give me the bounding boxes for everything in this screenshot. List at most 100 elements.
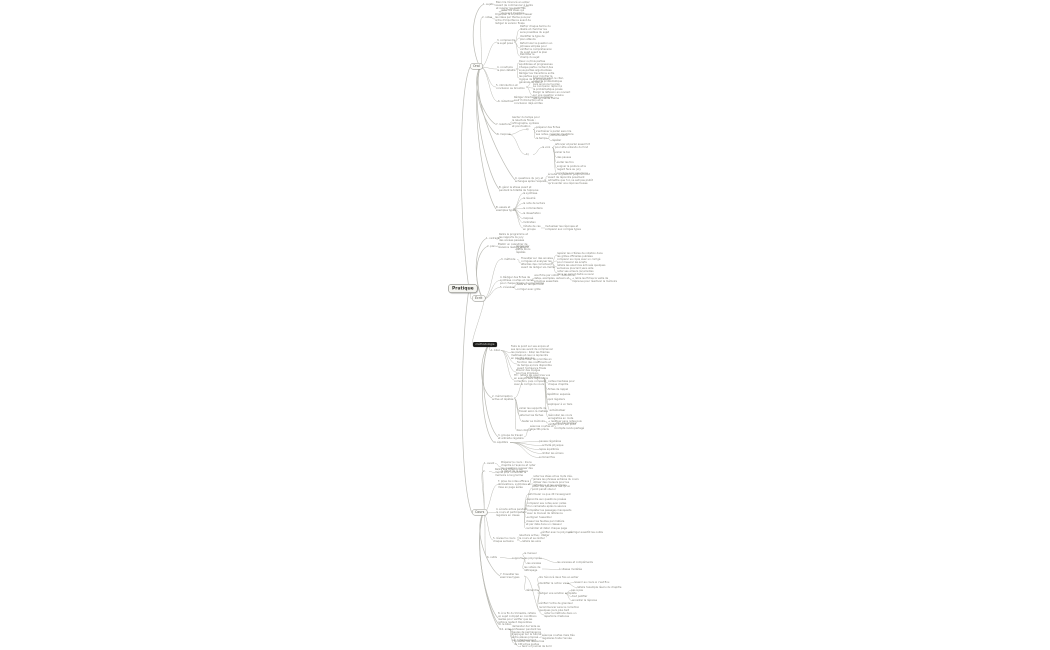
mindmap-node[interactable]: 5. s'évaluer bbox=[500, 286, 515, 289]
mindmap-node[interactable]: revenir au cours si c'est flou bbox=[574, 581, 610, 584]
mindmap-node[interactable]: 7. relecture bbox=[496, 123, 511, 126]
mindmap-node[interactable]: 1. bilan bbox=[491, 349, 501, 352]
mindmap-node[interactable]: Rédiger directement au propre sauf l'int… bbox=[514, 96, 553, 105]
mindmap-node[interactable]: poser des questions dès qu'un point para… bbox=[532, 485, 571, 491]
mindmap-node[interactable]: refaire les exercices échoués quelques s… bbox=[557, 264, 606, 270]
mindmap-node[interactable]: relecture active : cacher le cours et se… bbox=[519, 534, 550, 540]
mindmap-node[interactable]: limiter les écrans bbox=[542, 452, 564, 455]
mindmap-node[interactable]: expliquer à un tiers bbox=[548, 403, 573, 406]
mindmap-node[interactable]: T. prise de notes efficace : abréviation… bbox=[498, 480, 531, 489]
mindmap-node[interactable]: démarche bbox=[526, 589, 539, 592]
mindmap-node[interactable]: 7. travailler les exercices types bbox=[500, 573, 520, 579]
mindmap-node[interactable]: le temps bbox=[536, 137, 547, 140]
mindmap-node[interactable]: tout justifier bbox=[572, 595, 588, 598]
mindmap-node[interactable]: Élargir la réflexion en ouvrant sur une … bbox=[533, 91, 571, 100]
mindmap-node[interactable]: répondre aux questions posées bbox=[527, 498, 567, 501]
mindmap-node[interactable]: mutualiser les réponses et comparer aux … bbox=[545, 225, 581, 231]
mindmap-node[interactable]: 5. réviser le cours chaque semaine bbox=[493, 537, 516, 543]
mindmap-node[interactable]: 4. équilibre bbox=[494, 441, 509, 444]
mindmap-node[interactable]: noter ses erreurs récurrentes dans un ca… bbox=[557, 270, 594, 276]
mindmap-node[interactable]: Rédiger les transitions entre les partie… bbox=[519, 72, 555, 84]
mindmap-node[interactable]: varier le ton bbox=[555, 151, 571, 154]
mindmap-node[interactable]: 8. l'exposé bbox=[497, 133, 511, 136]
mindmap-node[interactable]: éviter les tics bbox=[557, 161, 574, 164]
mindmap-node[interactable]: répéter bbox=[552, 139, 562, 142]
mindmap-node[interactable]: → tenir un journal de bord bbox=[519, 645, 552, 648]
mindmap-node[interactable]: Faire le point sur ses acquis et ses lac… bbox=[511, 345, 554, 360]
mindmap-node[interactable]: utiliser des couleurs pour les définitio… bbox=[533, 481, 570, 487]
mindmap-node[interactable]: Délimiter le champ du sujet bbox=[520, 53, 540, 59]
mindmap-node[interactable]: 3. comprendre le sujet posé bbox=[497, 39, 516, 45]
mindmap-node[interactable]: varier les supports de travail selon la … bbox=[519, 407, 548, 413]
mindmap-node[interactable]: TD : refaire les exercices vus en séance… bbox=[514, 374, 550, 386]
mindmap-node[interactable]: noter les idées et les mots clés, jamais… bbox=[533, 475, 579, 481]
mindmap-node[interactable]: Identifier le type de plan attendu bbox=[520, 35, 545, 41]
mindmap-node[interactable]: réécouter les cours enregistrés en route bbox=[548, 414, 574, 420]
mindmap-node[interactable]: comparer ses notes avec celles d'un cama… bbox=[527, 502, 567, 508]
mindmap-node[interactable]: techniques bbox=[526, 376, 540, 379]
mindmap-node[interactable]: noter les idées qui viennent d'emblée bbox=[501, 9, 525, 15]
mindmap-node[interactable]: l'entretien bbox=[523, 221, 536, 224]
mindmap-node[interactable]: corriger aussitôt les oublis bbox=[570, 531, 603, 534]
mindmap-node[interactable]: la voix bbox=[542, 146, 551, 149]
mindmap-node[interactable]: noter la méthode dans un répertoire d'as… bbox=[544, 612, 577, 618]
mindmap-node[interactable]: Relire le programme et les rapports du j… bbox=[499, 233, 528, 242]
mindmap-node[interactable]: 9. questions du jury et échanges après l… bbox=[515, 177, 546, 183]
branch-node[interactable]: Écrit bbox=[472, 295, 486, 302]
mindmap-node[interactable]: refaire les exos bbox=[522, 540, 541, 543]
mindmap-node[interactable]: schématiser bbox=[550, 409, 566, 412]
mindmap-node[interactable]: recommencer sans la correction quelques … bbox=[539, 606, 580, 612]
mindmap-node[interactable]: pas à pas bbox=[571, 589, 583, 592]
mindmap-node[interactable]: conclure avec assurance bbox=[557, 172, 588, 175]
mindmap-node[interactable]: compléter les passages manquants avec le… bbox=[527, 509, 572, 515]
mindmap-node[interactable]: Garder du temps pour la relecture finale… bbox=[512, 116, 540, 128]
mindmap-node[interactable]: Amener le sujet, le citer, poser la prob… bbox=[533, 77, 564, 86]
mindmap-node[interactable]: les annexes et compléments bbox=[557, 561, 593, 564]
mindmap-node[interactable]: écouter la question jusqu'au bout avant … bbox=[548, 173, 591, 179]
branch-node[interactable]: Oral bbox=[470, 63, 483, 70]
mindmap-node[interactable]: fiches de rappel bbox=[548, 388, 569, 391]
mindmap-node[interactable]: → restituer sans notes puis vérifier poi… bbox=[548, 420, 582, 426]
mindmap-node[interactable]: compte rendu partagé bbox=[556, 427, 585, 430]
mindmap-node[interactable]: Hiérarchiser les priorités en fonction d… bbox=[517, 358, 552, 370]
mindmap-node[interactable]: vérifier l'ordre de grandeur bbox=[539, 602, 573, 605]
selected-node[interactable]: méthodologie bbox=[473, 342, 497, 347]
mindmap-node[interactable]: s'appuyer sur le tutorat entre élèves pr… bbox=[512, 633, 542, 642]
mindmap-node[interactable]: comparer sa copie avec un corrigé pour m… bbox=[557, 258, 601, 264]
mindmap-node[interactable]: séances courtes mais très régulières tou… bbox=[542, 634, 575, 640]
mindmap-node[interactable]: la synthèse bbox=[523, 192, 538, 195]
mindmap-node[interactable]: 3. méthode bbox=[501, 258, 516, 261]
mindmap-node[interactable]: à vitesse modérée bbox=[559, 568, 583, 571]
mindmap-node[interactable]: les vidéos de rattrapage bbox=[524, 566, 541, 572]
mindmap-node[interactable]: sommeil fixe bbox=[539, 456, 555, 459]
mindmap-node[interactable]: 8. À la fin du trimestre, refaire un suj… bbox=[498, 612, 537, 624]
mindmap-node[interactable]: cartes mentales pour chaque chapitre bbox=[548, 380, 575, 386]
mindmap-node[interactable]: repérer les critères de notation dans le… bbox=[557, 252, 603, 258]
mindmap-node[interactable]: consulter les ressources du CDI et les g… bbox=[514, 640, 545, 646]
mindmap-node[interactable]: Prévoir des marges pour les imprévus bbox=[516, 369, 541, 375]
mindmap-node[interactable]: admettre que l'on ne sait pas plutôt qu'… bbox=[548, 179, 593, 185]
mindmap-node[interactable]: 6. rédaction bbox=[498, 100, 513, 103]
mindmap-node[interactable]: répétition espacée bbox=[547, 393, 571, 396]
mindmap-node[interactable]: surligner l'essentiel bbox=[527, 516, 552, 519]
mindmap-node[interactable]: 9. le bilan bbox=[499, 623, 512, 626]
mindmap-node[interactable]: tests en temps limité bbox=[517, 283, 544, 286]
mindmap-node[interactable]: l'exposé bbox=[523, 217, 534, 220]
branch-node[interactable]: Cours bbox=[472, 509, 488, 516]
mindmap-node[interactable]: a) bbox=[526, 128, 529, 131]
mindmap-node[interactable]: B. essais et exemples types bbox=[496, 206, 516, 212]
mindmap-node[interactable]: préparer des fiches bbox=[536, 126, 561, 129]
mindmap-node[interactable]: Préparer le cours : lire le chapitre à l… bbox=[501, 461, 536, 473]
mindmap-node[interactable]: activité physique bbox=[542, 444, 564, 447]
mindmap-node[interactable]: 2. bbox=[483, 470, 486, 473]
mindmap-node[interactable]: 2. plan bbox=[487, 245, 496, 248]
mindmap-node[interactable]: le résumé bbox=[523, 197, 536, 200]
mindmap-node[interactable]: identifier la notion visée bbox=[539, 582, 570, 585]
mindmap-node[interactable]: corriger avec grille bbox=[517, 288, 541, 291]
mindmap-node[interactable]: lire l'énoncé deux fois en entier bbox=[539, 576, 579, 579]
mindmap-node[interactable]: Bien lire l'énoncé en entier avant de co… bbox=[496, 1, 533, 10]
mindmap-node[interactable]: 1. avant bbox=[484, 462, 495, 465]
mindmap-node[interactable]: l'étude de cas en groupe bbox=[523, 225, 541, 231]
mindmap-node[interactable]: articuler et parler assez fort pour être… bbox=[555, 143, 590, 149]
mindmap-node[interactable]: le commentaire bbox=[523, 207, 543, 210]
